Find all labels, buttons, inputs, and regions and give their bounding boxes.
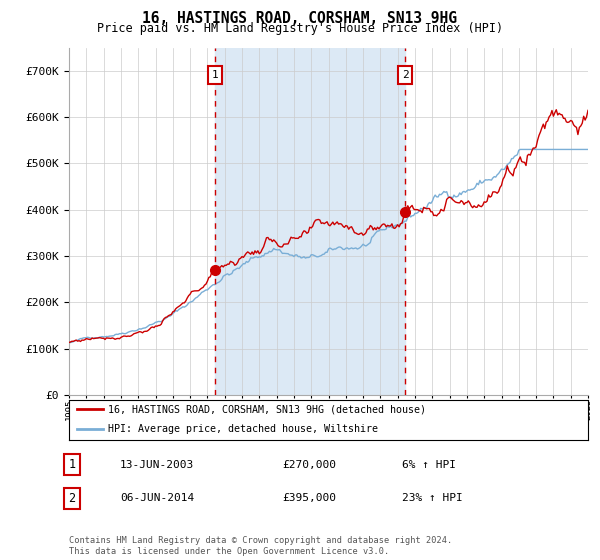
Text: 6% ↑ HPI: 6% ↑ HPI <box>402 460 456 470</box>
Text: 1: 1 <box>212 71 218 81</box>
Text: Price paid vs. HM Land Registry's House Price Index (HPI): Price paid vs. HM Land Registry's House … <box>97 22 503 35</box>
Text: 2: 2 <box>402 71 409 81</box>
Text: 13-JUN-2003: 13-JUN-2003 <box>120 460 194 470</box>
Text: £270,000: £270,000 <box>282 460 336 470</box>
Text: HPI: Average price, detached house, Wiltshire: HPI: Average price, detached house, Wilt… <box>108 423 378 433</box>
Text: Contains HM Land Registry data © Crown copyright and database right 2024.
This d: Contains HM Land Registry data © Crown c… <box>69 536 452 556</box>
Text: 16, HASTINGS ROAD, CORSHAM, SN13 9HG (detached house): 16, HASTINGS ROAD, CORSHAM, SN13 9HG (de… <box>108 404 426 414</box>
Text: 23% ↑ HPI: 23% ↑ HPI <box>402 493 463 503</box>
Text: 2: 2 <box>68 492 76 505</box>
Bar <box>215 48 405 395</box>
Text: 16, HASTINGS ROAD, CORSHAM, SN13 9HG: 16, HASTINGS ROAD, CORSHAM, SN13 9HG <box>143 11 458 26</box>
Text: 1: 1 <box>68 458 76 472</box>
Text: 06-JUN-2014: 06-JUN-2014 <box>120 493 194 503</box>
Text: £395,000: £395,000 <box>282 493 336 503</box>
